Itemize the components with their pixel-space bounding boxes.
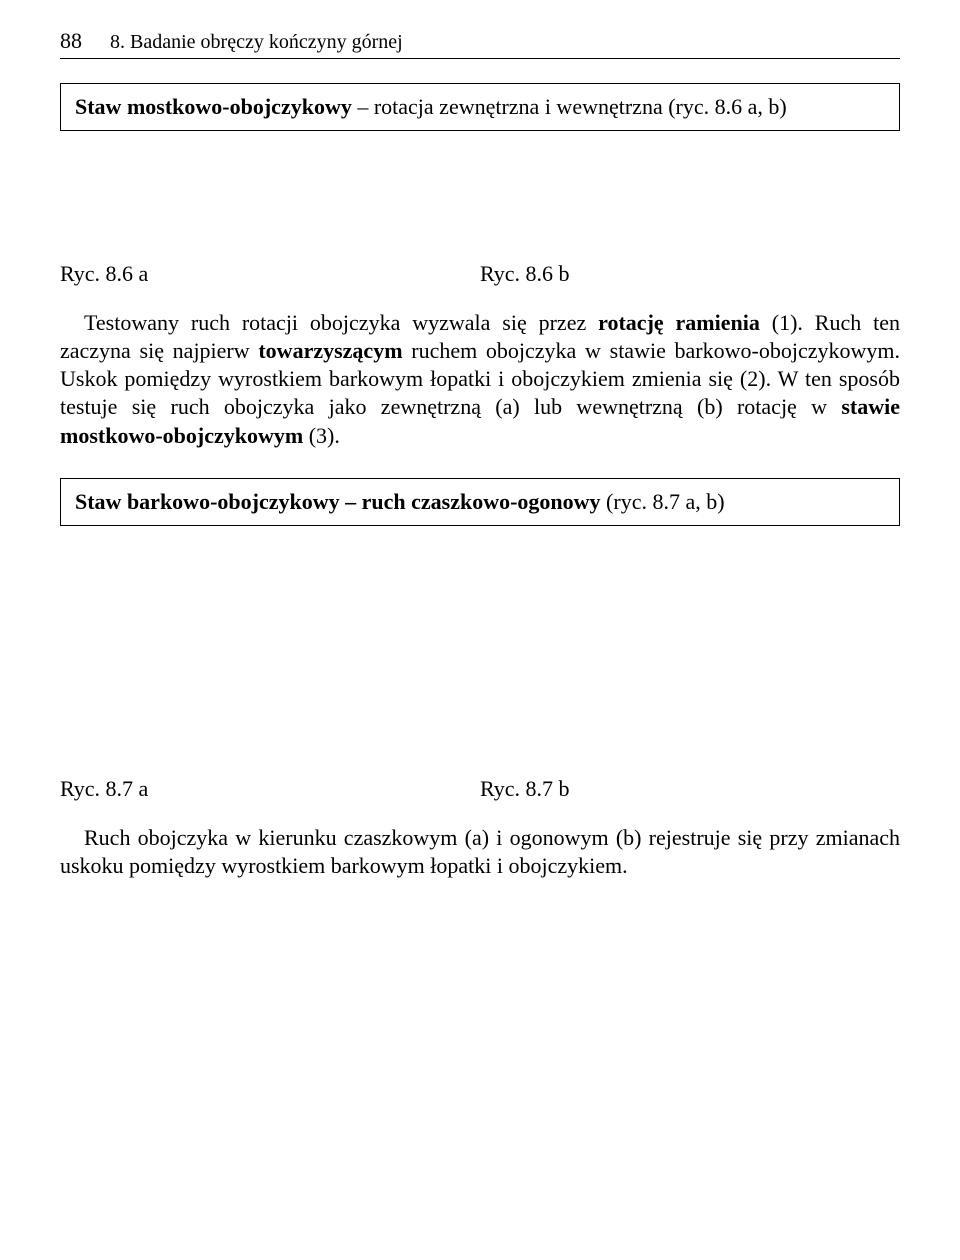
figure-labels-2: Ryc. 8.7 a Ryc. 8.7 b	[60, 776, 900, 802]
figure-label-8-7-a: Ryc. 8.7 a	[60, 776, 480, 802]
figure-label-8-7-b: Ryc. 8.7 b	[480, 776, 900, 802]
figure-labels-1: Ryc. 8.6 a Ryc. 8.6 b	[60, 261, 900, 287]
page: 88 8. Badanie obręczy kończyny górnej St…	[0, 0, 960, 948]
section-heading-2: Staw barkowo-obojczykowy – ruch czaszkow…	[60, 478, 900, 526]
section-1-title-bold: Staw mostkowo-obojczykowy	[75, 94, 352, 119]
para1-prefix: Testowany ruch rotacji obojczyka wyzwala…	[84, 310, 598, 335]
section-heading-1: Staw mostkowo-obojczykowy – rotacja zewn…	[60, 83, 900, 131]
paragraph-2: Ruch obojczyka w kierunku czaszkowym (a)…	[60, 824, 900, 880]
page-header: 88 8. Badanie obręczy kończyny górnej	[60, 28, 900, 59]
para1-bold-2: towarzyszącym	[258, 338, 402, 363]
section-2-title-rest: (ryc. 8.7 a, b)	[601, 489, 725, 514]
para1-suffix: (3).	[303, 423, 340, 448]
section-2-title-bold: Staw barkowo-obojczykowy – ruch czaszkow…	[75, 489, 601, 514]
figure-label-8-6-b: Ryc. 8.6 b	[480, 261, 900, 287]
chapter-title: 8. Badanie obręczy kończyny górnej	[110, 31, 403, 54]
figure-label-8-6-a: Ryc. 8.6 a	[60, 261, 480, 287]
para1-bold-1: rotację ramienia	[598, 310, 760, 335]
section-1-title-rest: – rotacja zewnętrzna i wewnętrzna (ryc. …	[352, 94, 787, 119]
page-number: 88	[60, 28, 82, 54]
paragraph-1: Testowany ruch rotacji obojczyka wyzwala…	[60, 309, 900, 450]
